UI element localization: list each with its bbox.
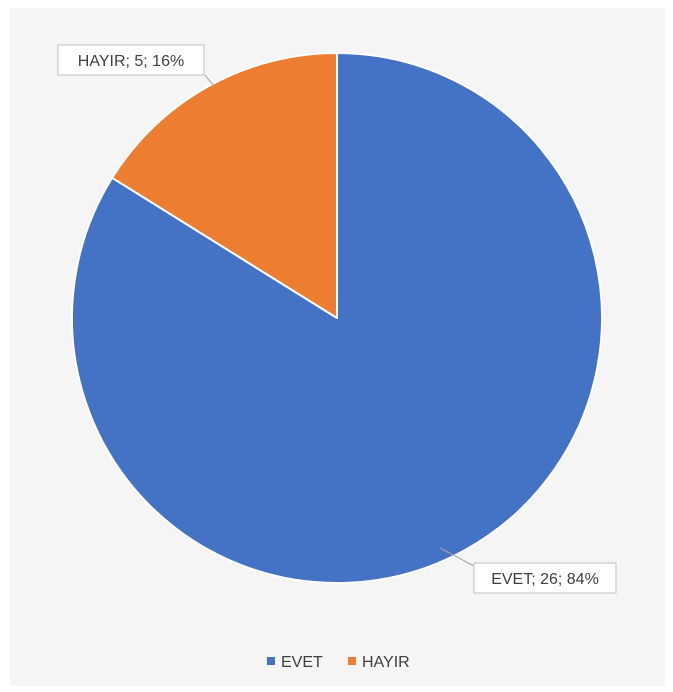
legend-label-evet: EVET bbox=[281, 654, 323, 671]
pie-slice-hayir bbox=[111, 52, 338, 319]
data-label-evet: EVET; 26; 84% bbox=[439, 547, 617, 594]
data-label-evet-box bbox=[473, 562, 617, 594]
leader-line-evet bbox=[439, 547, 475, 567]
leader-line-hayir bbox=[204, 74, 215, 87]
pie-slices bbox=[71, 52, 603, 584]
legend: EVET HAYIR bbox=[267, 654, 410, 671]
legend-label-hayir: HAYIR bbox=[362, 654, 410, 671]
data-label-hayir: HAYIR; 5; 16% bbox=[57, 44, 215, 87]
legend-swatch-evet bbox=[267, 657, 275, 665]
pie-slice-evet bbox=[71, 52, 603, 584]
data-label-evet-text: EVET; 26; 84% bbox=[491, 571, 599, 588]
data-label-hayir-box bbox=[57, 44, 205, 76]
legend-swatch-hayir bbox=[348, 657, 356, 665]
data-label-hayir-text: HAYIR; 5; 16% bbox=[78, 53, 184, 70]
